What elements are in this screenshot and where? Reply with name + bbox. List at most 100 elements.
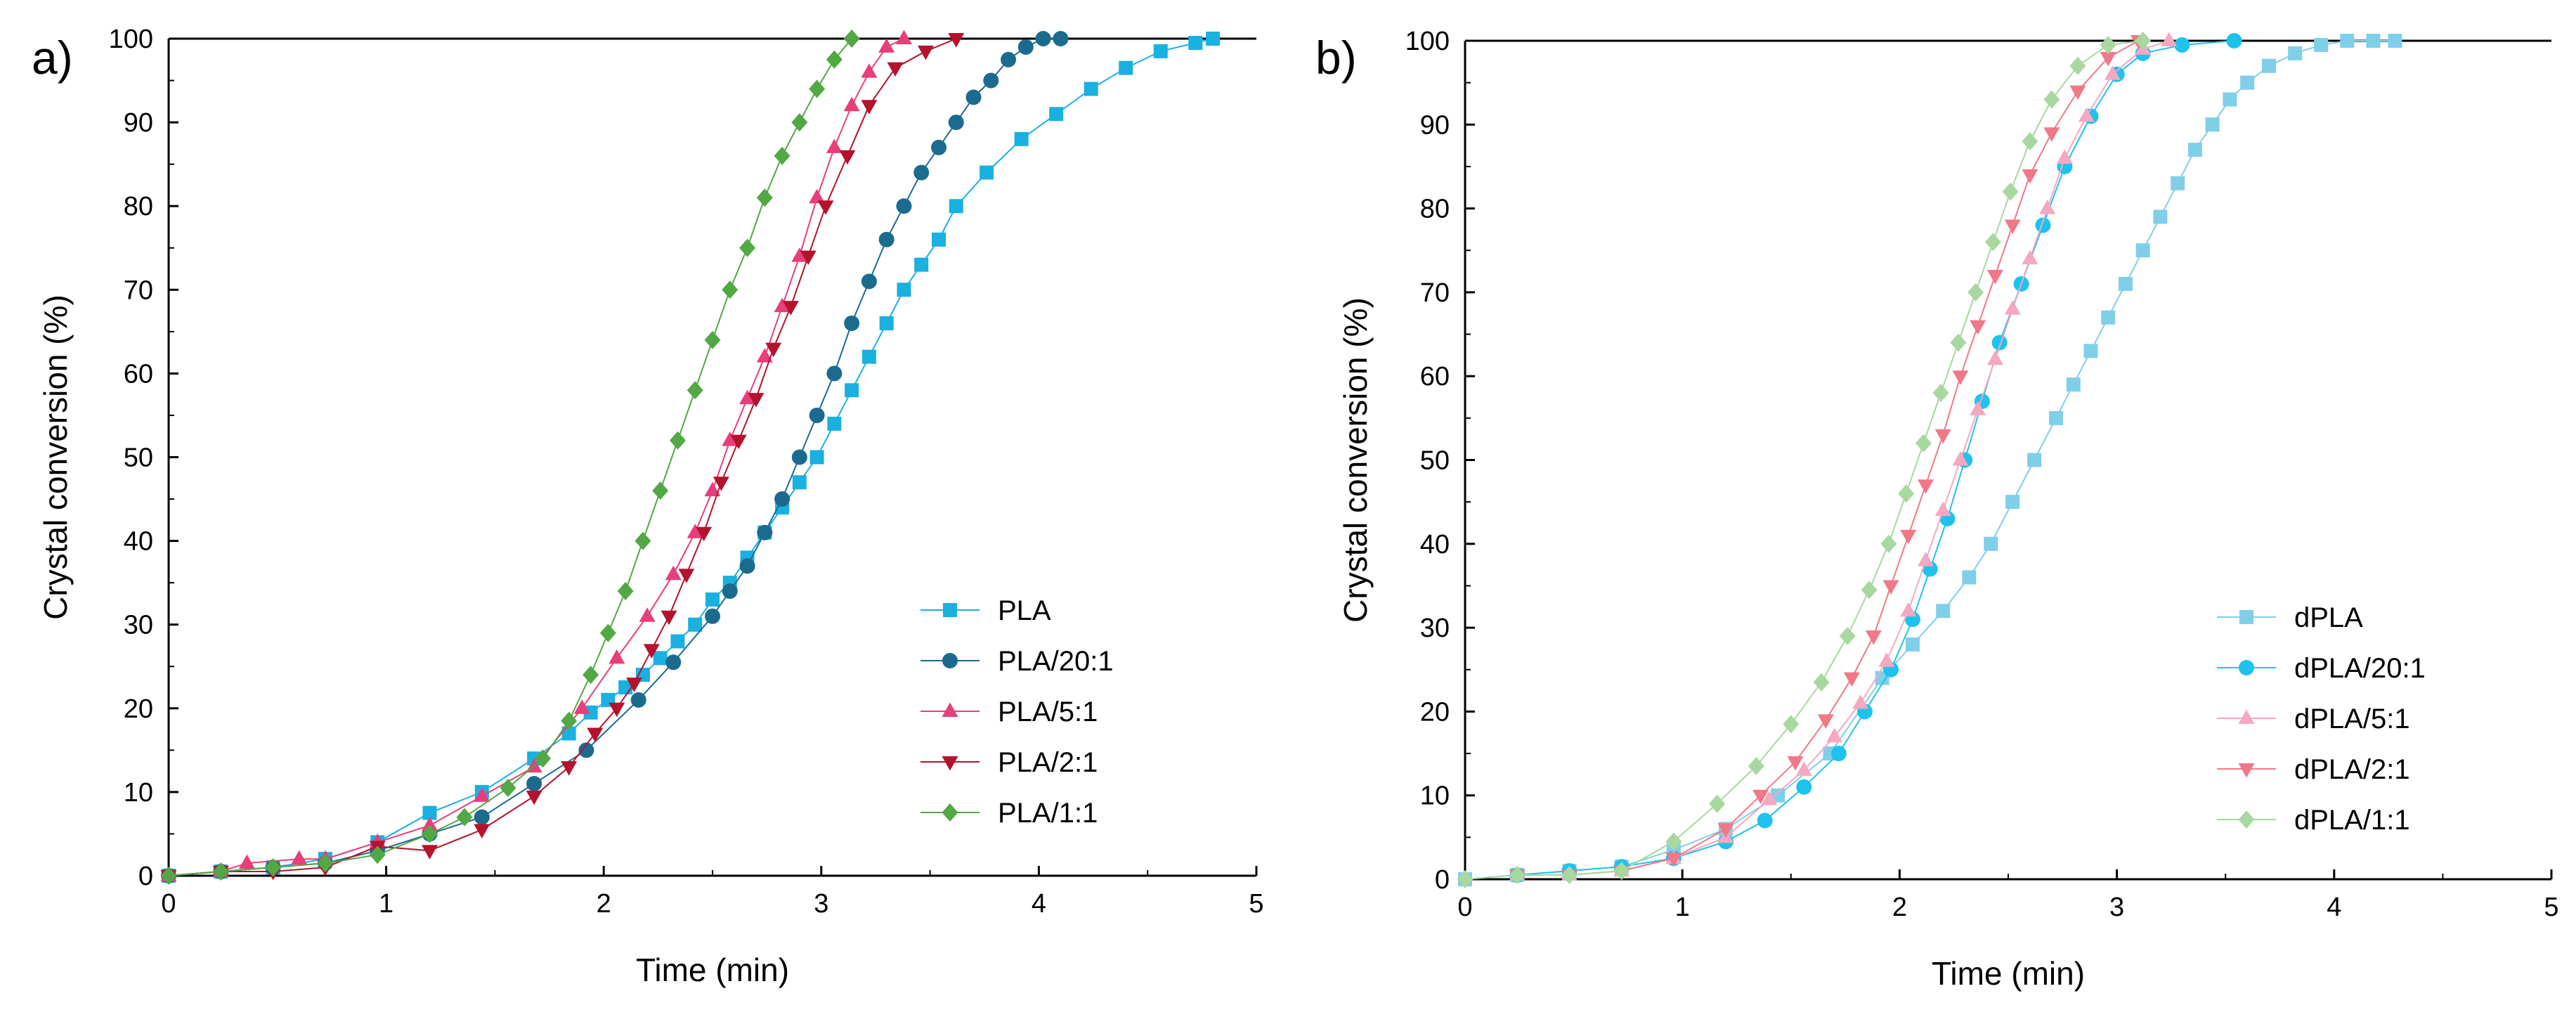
data-point bbox=[983, 72, 999, 89]
data-point bbox=[2022, 250, 2038, 265]
data-point bbox=[1826, 727, 1843, 743]
data-point bbox=[687, 381, 703, 400]
data-point bbox=[2262, 58, 2277, 73]
panel-label: a) bbox=[32, 32, 73, 84]
data-point bbox=[422, 805, 437, 820]
y-tick-label: 60 bbox=[124, 359, 153, 389]
legend-marker bbox=[2238, 709, 2255, 724]
legend-label: PLA/20:1 bbox=[998, 646, 1114, 677]
series-line bbox=[168, 38, 852, 876]
y-tick-label: 50 bbox=[124, 443, 153, 473]
data-point bbox=[1761, 791, 1778, 805]
data-point bbox=[474, 787, 490, 802]
data-point bbox=[1967, 283, 1984, 302]
data-point bbox=[2171, 176, 2185, 190]
data-point bbox=[827, 416, 842, 431]
data-point bbox=[1952, 370, 1969, 385]
x-axis-title: Time (min) bbox=[636, 952, 789, 988]
data-point bbox=[2366, 34, 2381, 48]
y-tick-label: 30 bbox=[1420, 614, 1450, 643]
x-tick-label: 1 bbox=[1675, 893, 1690, 922]
data-point bbox=[456, 808, 473, 827]
data-point bbox=[369, 846, 386, 864]
data-point bbox=[2056, 149, 2073, 164]
data-point bbox=[839, 150, 856, 165]
data-point bbox=[1900, 602, 1917, 617]
data-point bbox=[2005, 495, 2020, 510]
data-point bbox=[913, 164, 930, 181]
legend-marker bbox=[942, 653, 958, 668]
data-point bbox=[705, 592, 720, 607]
legend-marker bbox=[942, 756, 958, 771]
data-point bbox=[2388, 34, 2402, 48]
data-point bbox=[422, 845, 438, 860]
data-point bbox=[1936, 604, 1951, 618]
data-point bbox=[792, 475, 807, 490]
data-point bbox=[914, 257, 929, 272]
data-point bbox=[896, 198, 912, 214]
data-point bbox=[1771, 788, 1785, 803]
data-point bbox=[2100, 35, 2116, 54]
y-tick-label: 80 bbox=[1420, 195, 1450, 224]
data-point bbox=[2288, 46, 2303, 60]
x-tick-label: 3 bbox=[2109, 893, 2124, 922]
data-point bbox=[704, 481, 721, 497]
data-point bbox=[212, 862, 229, 881]
data-point bbox=[678, 569, 695, 583]
data-point bbox=[980, 165, 994, 180]
data-point bbox=[878, 38, 895, 53]
data-point bbox=[2153, 209, 2168, 224]
data-point bbox=[791, 247, 808, 262]
series-line bbox=[1464, 40, 2143, 880]
data-point bbox=[713, 477, 729, 491]
legend-label: dPLA/1:1 bbox=[2294, 805, 2410, 836]
data-point bbox=[2043, 90, 2060, 109]
data-point bbox=[2022, 132, 2038, 151]
x-tick-label: 0 bbox=[161, 889, 176, 919]
data-point bbox=[317, 854, 334, 873]
data-point bbox=[948, 33, 965, 48]
data-point bbox=[1561, 866, 1578, 885]
legend-label: PLA/1:1 bbox=[998, 798, 1098, 829]
data-point bbox=[291, 850, 308, 865]
data-point bbox=[561, 761, 578, 776]
legend-label: PLA/2:1 bbox=[998, 747, 1098, 778]
data-point bbox=[1915, 434, 1932, 453]
data-point bbox=[730, 434, 747, 450]
data-point bbox=[635, 531, 651, 550]
panel-label: b) bbox=[1315, 32, 1357, 84]
data-point bbox=[526, 775, 542, 791]
data-point bbox=[1817, 714, 1834, 729]
data-point bbox=[1665, 853, 1682, 867]
data-point bbox=[1905, 637, 1920, 652]
data-point bbox=[1984, 233, 2001, 252]
data-point bbox=[561, 726, 576, 741]
data-point bbox=[500, 778, 516, 797]
x-tick-label: 5 bbox=[2544, 893, 2558, 922]
data-point bbox=[757, 524, 773, 540]
data-point bbox=[826, 138, 843, 153]
legend-marker bbox=[942, 803, 958, 822]
data-point bbox=[1918, 552, 1934, 566]
data-point bbox=[1613, 862, 1630, 881]
data-point bbox=[843, 30, 860, 48]
data-point bbox=[1509, 866, 1526, 885]
y-axis-title: Crystal conversion (%) bbox=[37, 294, 74, 620]
series-PLA/2:1 bbox=[160, 33, 965, 885]
data-point bbox=[844, 315, 860, 331]
legend-marker bbox=[2239, 660, 2254, 675]
data-point bbox=[2118, 276, 2133, 291]
data-point bbox=[739, 389, 756, 405]
data-point bbox=[739, 238, 756, 257]
data-point bbox=[583, 666, 599, 685]
data-point bbox=[630, 692, 646, 708]
y-axis-title: Crystal conversion (%) bbox=[1337, 297, 1374, 623]
data-point bbox=[1153, 44, 1168, 58]
data-point bbox=[1991, 335, 2008, 351]
data-point bbox=[1119, 60, 1133, 75]
y-tick-label: 0 bbox=[1435, 865, 1450, 895]
y-tick-label: 50 bbox=[1420, 446, 1450, 476]
y-tick-label: 40 bbox=[124, 527, 153, 557]
data-point bbox=[1900, 529, 1917, 545]
